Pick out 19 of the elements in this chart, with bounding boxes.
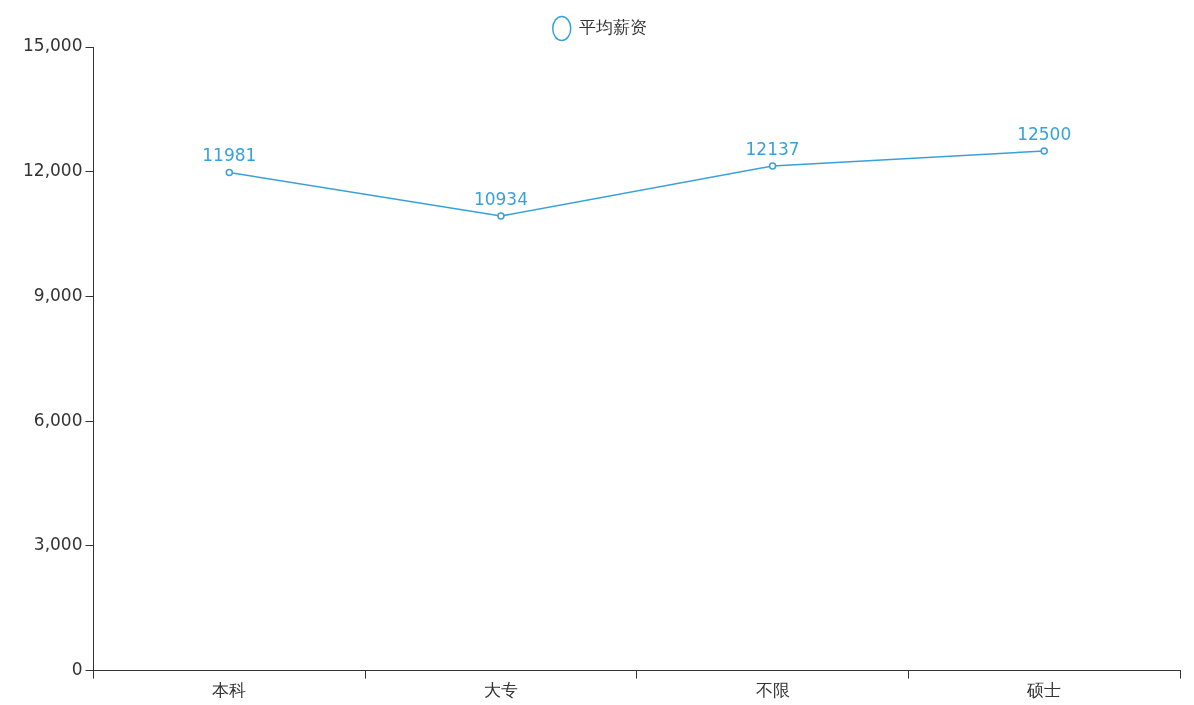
x-tick-label: 本科 <box>212 680 247 701</box>
y-tick-label: 6,000 <box>33 409 83 430</box>
data-label: 12500 <box>1017 123 1072 144</box>
legend-label: 平均薪资 <box>579 16 648 37</box>
point <box>497 212 505 220</box>
y-tick-label: 0 <box>71 659 83 680</box>
data-label: 11981 <box>202 145 257 166</box>
y-tick-label: 3,000 <box>33 534 83 555</box>
data-label: 10934 <box>473 188 528 209</box>
x-tick-label: 不限 <box>755 680 790 701</box>
point <box>768 162 777 170</box>
x-tick-label: 硕士 <box>1026 680 1062 701</box>
x-tick-label: 大专 <box>483 680 518 701</box>
point <box>1040 147 1048 155</box>
y-tick-label: 9,000 <box>33 284 83 305</box>
y-tick-label: 12,000 <box>23 160 83 181</box>
point <box>225 168 234 177</box>
y-tick-label: 15,000 <box>23 35 83 56</box>
data-label: 12137 <box>745 138 800 159</box>
